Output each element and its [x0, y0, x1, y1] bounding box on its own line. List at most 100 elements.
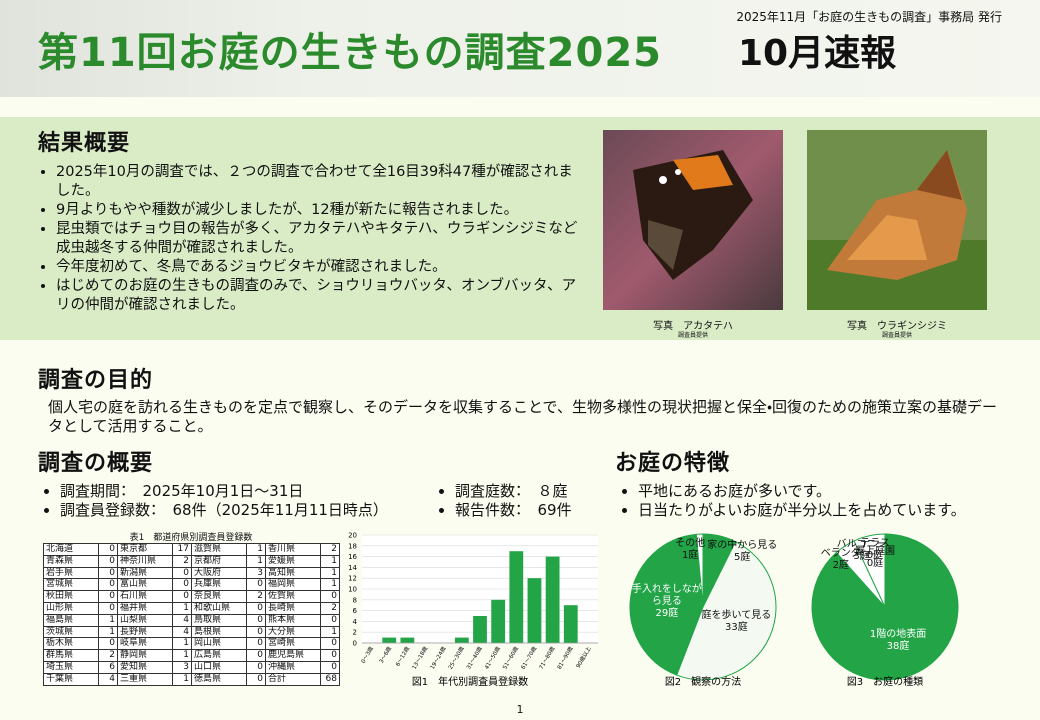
table: 北海道 0 東京都 17 滋賀県 1 香川県 2 青森県 0 神奈川県 2 京都府 1 愛媛県 1 岩手県 0 新潟… — [43, 543, 340, 686]
pie-label: バルコニー 3庭 — [837, 539, 887, 563]
table-row: 栃木県 0 岐阜県 1 岡山県 0 宮崎県 0 — [43, 637, 340, 651]
summary-item: 2025年10月の調査では、２つの調査で合わせて全16目39科47種が確認されま… — [56, 163, 586, 201]
pie-label: その他 1庭 — [675, 538, 705, 562]
bar — [382, 637, 397, 643]
overview-item: 調査庭数： ８庭 — [455, 482, 625, 501]
bar — [400, 637, 415, 643]
pie-label-value: 29庭 — [655, 607, 679, 619]
pie-label-name: 屋上庭園 — [855, 545, 895, 557]
pie-label: 庭を歩いて見る 33庭 — [702, 610, 772, 634]
bar — [509, 551, 524, 643]
pie-label-name: その他 — [675, 538, 706, 550]
pie-slice — [629, 533, 704, 676]
pie-label: 手入れをしながら見る 29庭 — [632, 584, 702, 620]
issuer: 2025年11月「お庭の生きもの調査」事務局 発行 — [736, 10, 1002, 24]
y-tick-label: 16 — [348, 553, 357, 561]
features-item: 平地にあるお庭が多いです。 — [638, 482, 1038, 501]
summary-item: 昆虫類ではチョウ目の報告が多く、アカタテハやキタテハ、ウラギンシジミなど成虫越冬… — [56, 220, 586, 258]
pie-label-value: 2庭 — [832, 560, 849, 572]
purpose-heading: 調査の目的 — [38, 368, 154, 393]
overview-item: 報告件数： 69件 — [455, 501, 625, 520]
pie-label-value: 5庭 — [734, 551, 751, 563]
photo-credit: 調査員提供 — [677, 332, 708, 339]
pie-slice — [695, 533, 704, 608]
header-background — [0, 0, 1040, 97]
table-prefecture: 三重県 — [117, 672, 173, 686]
page-number: 1 — [516, 703, 524, 716]
table-row: 千葉県 4 三重県 1 徳島県 0 合計 68 — [43, 672, 340, 686]
table-row: 宮城県 0 富山県 0 兵庫県 0 福岡県 1 — [43, 578, 340, 592]
table-count: 1 — [172, 672, 192, 686]
pie-label-name: ベランダ — [820, 548, 861, 560]
table-row: 山形県 0 福井県 1 和歌山県 0 長崎県 2 — [43, 601, 340, 615]
bar — [491, 599, 506, 643]
summary-item: はじめてのお庭の生きもの調査のみで、ショウリョウバッタ、オンブバッタ、アリの仲間… — [56, 277, 586, 315]
title: 第11回お庭の生きもの調査2025 — [38, 30, 662, 76]
chart-title: 図3 お庭の種類 — [847, 675, 923, 688]
pie-label: テラス 0庭 — [860, 538, 890, 562]
pie-label: 家の中から見る 5庭 — [707, 540, 777, 564]
subtitle: 10月速報 — [738, 33, 897, 74]
photo-credit: 調査員提供 — [881, 332, 912, 339]
y-tick-label: 12 — [348, 575, 357, 583]
photo — [603, 130, 783, 310]
y-tick-label: 0 — [353, 640, 357, 648]
chart-title: 図1 年代別調査員登録数 — [412, 675, 528, 688]
y-tick-label: 2 — [353, 629, 357, 637]
purpose-text: 個人宅の庭を訪れる生きものを定点で観察し、そのデータを収集することで、生物多様性… — [48, 398, 998, 435]
table-row: 青森県 0 神奈川県 2 京都府 1 愛媛県 1 — [43, 554, 340, 568]
features-item: 日当たりがよいお庭が半分以上を占めています。 — [638, 501, 1038, 520]
summary-item: 今年度初めて、冬鳥であるジョウビタキが確認されました。 — [56, 258, 586, 277]
overview-item: 調査員登録数： 68件（2025年11月11日時点） — [60, 501, 460, 520]
bar — [454, 637, 469, 643]
table-row: 福島県 1 山梨県 4 鳥取県 0 熊本県 0 — [43, 613, 340, 627]
overview-heading: 調査の概要 — [38, 451, 154, 476]
table-caption: 表1 都道府県別調査員登録数 — [129, 533, 253, 543]
summary-list: 2025年10月の調査では、２つの調査で合わせて全16目39科47種が確認されま… — [38, 163, 586, 315]
summary-heading: 結果概要 — [38, 131, 131, 156]
pie-label-name: バルコニー — [836, 539, 887, 551]
overview-list: 調査庭数： ８庭 報告件数： 69件 — [437, 482, 625, 520]
overview-item: 調査期間： 2025年10月1日～31日 — [60, 482, 460, 501]
table-count: 2 — [320, 543, 340, 556]
bar — [545, 556, 560, 643]
pie-label-value: 0庭 — [866, 549, 884, 561]
pie-label-name: 家の中から見る — [707, 539, 778, 551]
pie-label: 1階の地表面 38庭 — [870, 629, 926, 653]
features-heading: お庭の特徴 — [615, 451, 731, 476]
pie-label: 屋上庭園 0庭 — [855, 546, 895, 570]
table-row: 群馬県 2 静岡県 1 広島県 0 鹿児島県 0 — [43, 649, 340, 662]
y-tick-label: 10 — [348, 586, 357, 594]
y-tick-label: 14 — [348, 564, 357, 572]
table-row: 埼玉県 6 愛知県 3 山口県 0 沖縄県 0 — [43, 660, 340, 674]
y-tick-label: 4 — [353, 618, 358, 626]
pie-label-value: 0庭 — [866, 557, 884, 569]
y-tick-label: 6 — [353, 607, 358, 615]
y-tick-label: 20 — [348, 532, 357, 540]
chart-title: 図2 観察の方法 — [665, 675, 741, 688]
photo-caption: 写真 アカタテハ — [653, 321, 733, 332]
pie-label-name: 手入れをしながら見る — [631, 583, 702, 607]
photo — [807, 130, 987, 310]
overview-list: 調査期間： 2025年10月1日～31日 調査員登録数： 68件（2025年11… — [42, 482, 460, 520]
pie-slice — [675, 540, 777, 681]
bar — [563, 605, 578, 643]
bar — [527, 578, 542, 643]
y-tick-label: 18 — [348, 542, 357, 550]
table-row: 茨城県 1 長野県 4 島根県 0 大分県 1 — [43, 625, 340, 639]
table-count: 0 — [246, 672, 266, 686]
pie-label-value: 1庭 — [681, 550, 699, 562]
pie-label-value: 33庭 — [725, 621, 748, 633]
table-prefecture: 徳島県 — [191, 672, 247, 686]
features-list: 平地にあるお庭が多いです。 日当たりがよいお庭が半分以上を占めています。 — [620, 482, 1038, 520]
bar — [473, 616, 487, 643]
pie-label-value: 38庭 — [886, 641, 910, 653]
summary-item: 9月よりもやや種数が減少しましたが、12種が新たに報告されました。 — [56, 201, 586, 220]
table-count: 68 — [320, 672, 340, 686]
table-prefecture: 千葉県 — [43, 672, 99, 686]
pie-label-name: 庭を歩いて見る — [701, 609, 772, 621]
pie-label-name: テラス — [860, 537, 890, 549]
